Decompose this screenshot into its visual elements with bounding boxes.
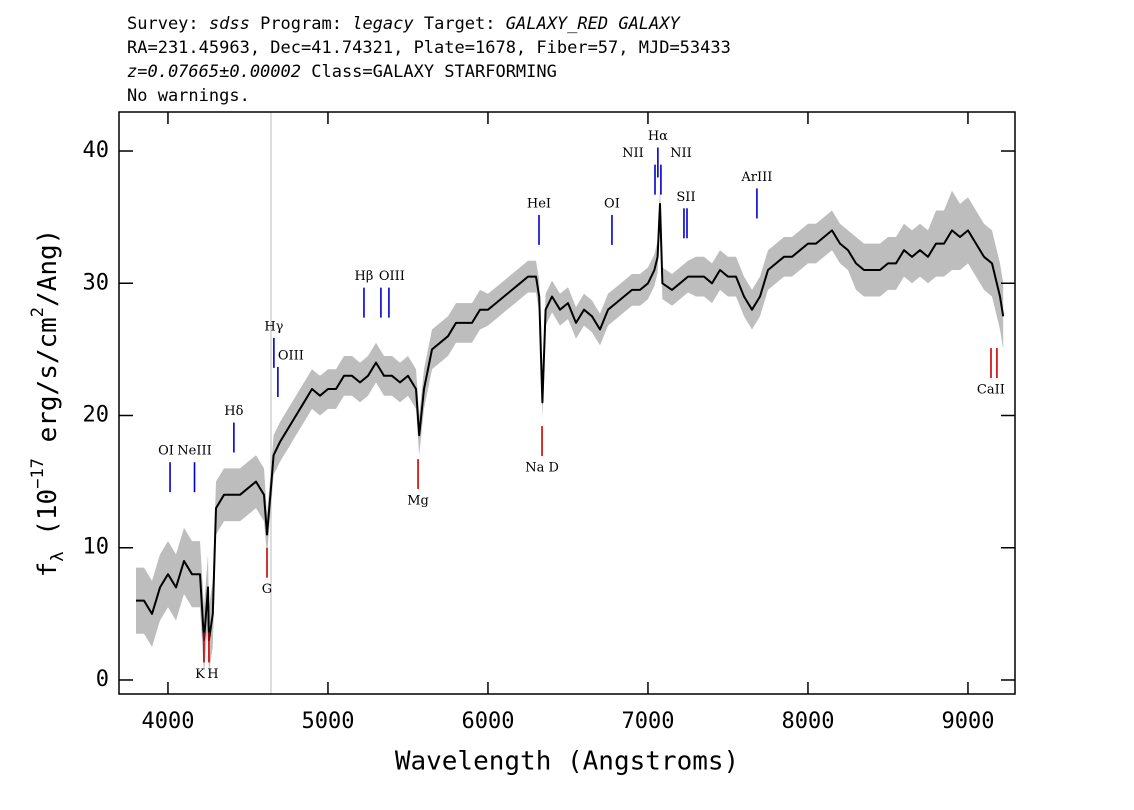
header-line: z=0.07665±0.00002 Class=GALAXY STARFORMI…	[127, 62, 557, 82]
emission-label: ArIII	[740, 170, 772, 185]
emission-label: NII	[670, 146, 692, 161]
y-axis-title-part: (10	[33, 489, 63, 552]
y-tick-label: 20	[83, 402, 110, 427]
y-axis-title-part: −17	[28, 458, 48, 489]
x-tick-label: 5000	[301, 709, 354, 734]
error-band	[136, 188, 1004, 674]
y-tick-label: 40	[83, 138, 110, 163]
header-text: Survey:	[127, 14, 209, 34]
y-axis-title-part: erg/s/cm	[33, 317, 63, 458]
header-line: No warnings.	[127, 86, 250, 106]
absorption-label: Mg	[407, 494, 429, 509]
header-text: z=0.07665±0.00002	[127, 62, 301, 82]
x-tick-label: 9000	[941, 709, 994, 734]
spectrum-line	[136, 202, 1005, 642]
emission-label: Hδ	[224, 404, 243, 419]
emission-label: NII	[622, 146, 644, 161]
x-tick-label: 8000	[781, 709, 834, 734]
x-tick-label: 4000	[141, 709, 194, 734]
header-text: No warnings.	[127, 86, 250, 106]
absorption-label: Na D	[525, 461, 559, 476]
emission-label: Hα	[648, 129, 668, 144]
emission-label: Hβ	[355, 269, 374, 284]
emission-label: HeI	[527, 196, 551, 211]
header-text: RA=231.45963, Dec=41.74321, Plate=1678, …	[127, 38, 731, 58]
header-line: RA=231.45963, Dec=41.74321, Plate=1678, …	[127, 38, 731, 58]
header-text: sdss	[209, 14, 250, 34]
y-tick-label: 0	[96, 667, 109, 692]
y-axis-title-part: f	[33, 562, 63, 578]
absorption-label: K	[195, 667, 205, 682]
x-tick-label: 7000	[621, 709, 674, 734]
emission-label: OIII	[278, 348, 304, 363]
plot-frame	[118, 111, 1016, 695]
emission-label: SII	[676, 190, 695, 205]
emission-label: NeIII	[177, 444, 211, 459]
absorption-label: G	[262, 582, 272, 597]
y-axis-title: fλ (10−17 erg/s/cm2/Ang)	[28, 229, 68, 578]
header-line: Survey: sdss Program: legacy Target: GAL…	[127, 14, 682, 34]
y-axis-title-part: λ	[48, 551, 68, 561]
header-text: Class=GALAXY STARFORMING	[301, 62, 557, 82]
header-text: Target:	[414, 14, 506, 34]
y-axis-title-part: 2	[28, 307, 48, 317]
y-axis-title-part: /Ang)	[33, 229, 63, 307]
y-tick-label: 30	[83, 270, 110, 295]
header-text: GALAXY_RED GALAXY	[506, 14, 682, 34]
absorption-label: H	[207, 667, 218, 682]
emission-label: Hγ	[264, 319, 283, 334]
header-text: Program:	[250, 14, 352, 34]
absorption-label: CaII	[977, 383, 1005, 398]
x-axis-title: Wavelength (Angstroms)	[395, 747, 739, 777]
emission-label: OIII	[379, 269, 405, 284]
emission-label: OI	[158, 444, 174, 459]
header-text: legacy	[352, 14, 414, 34]
emission-label: OI	[604, 196, 620, 211]
y-tick-label: 10	[83, 535, 110, 560]
x-tick-label: 6000	[461, 709, 514, 734]
